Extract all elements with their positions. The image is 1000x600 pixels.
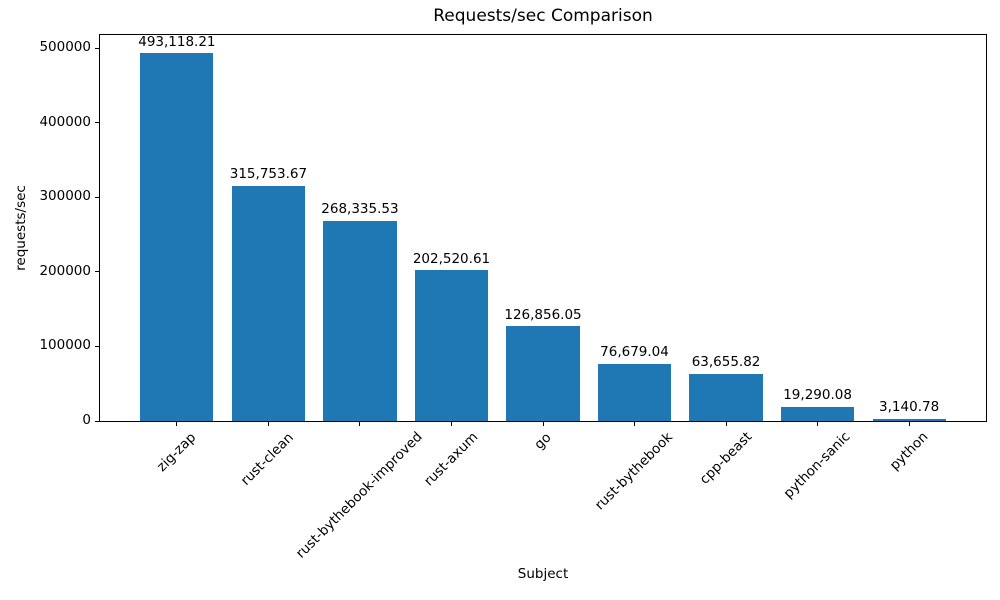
bar: [231, 185, 306, 421]
x-tick-label: rust-bythebook-improved: [292, 429, 426, 563]
x-tick-mark: [542, 422, 544, 426]
bar: [323, 220, 397, 421]
y-tick-label: 400000: [39, 113, 91, 130]
bar-value-label: 19,290.08: [783, 387, 852, 404]
x-axis-label: Subject: [517, 566, 569, 582]
y-tick-mark: [95, 271, 99, 273]
x-tick-label: go: [530, 429, 554, 453]
x-tick-mark: [817, 422, 819, 426]
y-tick-label: 500000: [39, 39, 91, 56]
y-axis-label: requests/sec: [13, 185, 30, 271]
y-tick-mark: [95, 345, 99, 347]
bar-value-label: 76,679.04: [600, 344, 669, 361]
x-tick-label: rust-clean: [238, 429, 298, 489]
x-tick-mark: [725, 422, 727, 426]
y-tick-mark: [95, 47, 99, 49]
x-tick-mark: [908, 422, 910, 426]
x-tick-label: python-sanic: [780, 429, 854, 503]
x-tick-label: zig-zap: [153, 429, 200, 475]
y-tick-label: 300000: [39, 188, 91, 205]
x-tick-label: cpp-beast: [696, 429, 755, 488]
y-tick-label: 200000: [39, 262, 91, 279]
bar: [872, 418, 946, 421]
x-tick-mark: [634, 422, 636, 426]
bar: [414, 270, 489, 421]
plot-area: 0 100000 200000 300000 400000 500000 493,118.2…: [39, 33, 987, 562]
bar-value-label: 493,118.21: [138, 33, 216, 50]
chart-title: Requests/sec Comparison: [433, 6, 653, 26]
bar-value-label: 315,753.67: [229, 166, 308, 183]
x-tick-label: python: [886, 429, 932, 474]
bar-value-label: 268,335.53: [321, 201, 399, 218]
bar: [689, 373, 763, 421]
bar-value-label: 63,655.82: [691, 354, 761, 371]
bar: [140, 53, 214, 421]
bar: [506, 326, 580, 421]
bar: [780, 406, 855, 421]
bar-value-label: 126,856.05: [504, 306, 582, 323]
x-tick-mark: [267, 422, 269, 426]
x-tick-label: rust-bythebook: [591, 429, 676, 514]
y-tick-mark: [95, 196, 99, 198]
bar-value-label: 3,140.78: [879, 399, 940, 416]
y-axis-label-box: requests/sec: [0, 34, 42, 422]
x-tick-mark: [176, 422, 178, 426]
y-tick-label: 0: [82, 412, 91, 428]
y-tick-label: 100000: [39, 337, 91, 354]
x-tick-mark: [359, 422, 361, 426]
x-tick-mark: [450, 422, 452, 426]
bar: [597, 363, 672, 421]
y-tick-mark: [95, 420, 99, 422]
bar-value-label: 202,520.61: [412, 250, 491, 267]
y-tick-mark: [95, 122, 99, 124]
x-tick-label: rust-axum: [420, 429, 482, 490]
